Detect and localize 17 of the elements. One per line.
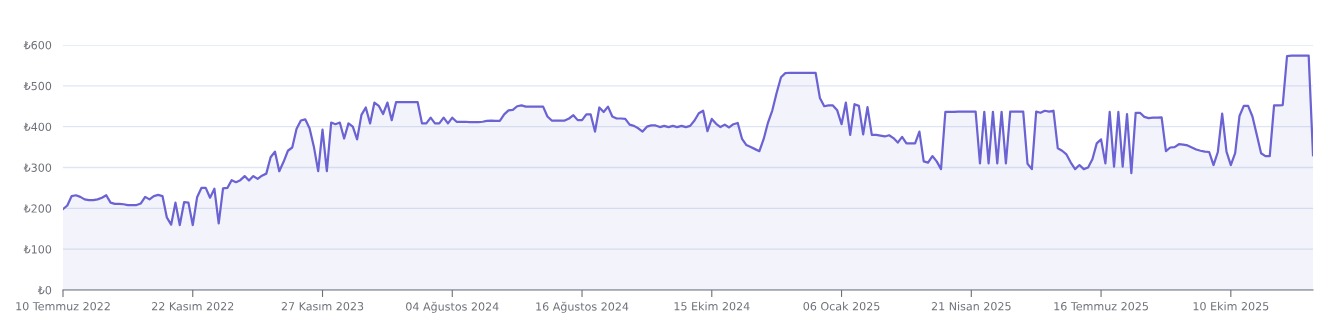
- y-tick-label: ₺500: [23, 81, 52, 91]
- y-tick-label: ₺600: [23, 40, 52, 50]
- x-tick-label: 15 Ekim 2024: [674, 301, 750, 311]
- x-tick-label: 16 Temmuz 2025: [1054, 302, 1148, 311]
- x-tick-label: 10 Temmuz 2022: [16, 302, 110, 311]
- x-tick-label: 06 Ocak 2025: [803, 301, 880, 311]
- y-tick-label: ₺400: [23, 122, 52, 132]
- x-tick-label: 10 Ekim 2025: [1193, 301, 1269, 311]
- y-tick-label: ₺0: [37, 285, 52, 295]
- x-tick-label: 04 Ağustos 2024: [406, 301, 499, 313]
- x-tick-label: 22 Kasım 2022: [152, 302, 234, 311]
- x-tick-label: 21 Nisan 2025: [931, 301, 1011, 311]
- x-tick-label: 27 Kasım 2023: [281, 302, 364, 311]
- y-tick-label: ₺100: [23, 245, 52, 254]
- y-tick-label: ₺200: [23, 204, 52, 213]
- x-tick-label: 16 Ağustos 2024: [536, 301, 629, 313]
- y-tick-label: ₺300: [23, 163, 52, 172]
